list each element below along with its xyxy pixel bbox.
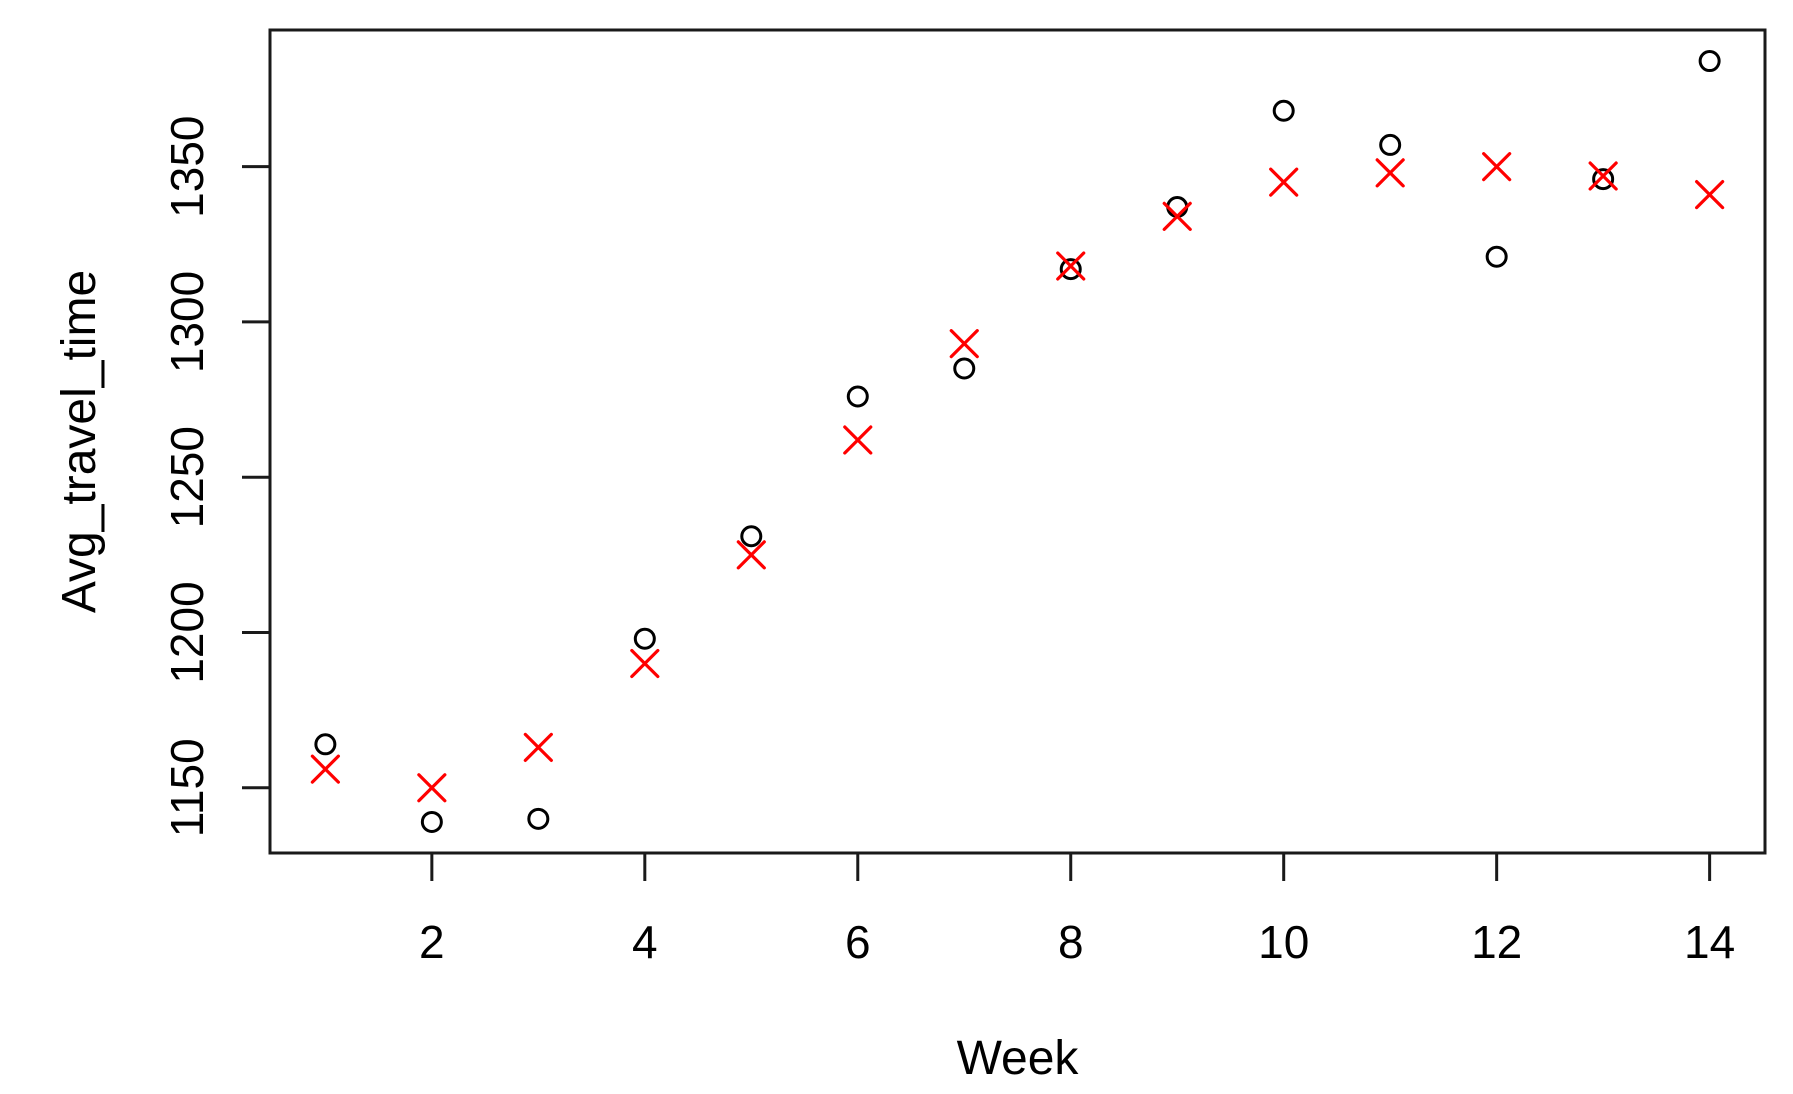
data-point-x [1162,201,1192,231]
x-tick-label: 4 [632,916,658,968]
y-tick-label: 1300 [161,271,213,373]
data-point-circle [1166,196,1189,219]
data-point-circle [314,733,337,756]
data-point-x [523,732,553,763]
data-point-circle [740,525,763,548]
y-tick-label: 1200 [161,581,213,683]
data-point-x [1482,152,1512,182]
x-tick-label: 14 [1684,916,1735,968]
data-point-circle [1698,50,1721,73]
data-point-circle [1059,258,1082,281]
data-point-x [736,540,766,570]
plot-frame [268,28,1767,855]
x-tick-label: 8 [1058,916,1084,968]
y-tick-label: 1150 [161,738,213,837]
data-point-circle [846,385,869,408]
x-tick-label: 2 [419,916,445,968]
data-point-x [417,773,447,803]
data-point-circle [527,807,550,830]
data-point-circle [420,810,443,833]
x-axis-title: Week [957,1032,1080,1085]
y-tick-label: 1250 [161,426,213,528]
x-tick-label: 10 [1258,916,1309,968]
data-point-x [949,329,979,359]
data-point-x [1588,161,1618,191]
x-tick-label: 6 [845,916,871,968]
data-point-x [1375,158,1405,188]
data-point-x [1269,167,1299,197]
data-point-x [1056,251,1086,281]
data-point-x [843,425,873,455]
x-tick-label: 12 [1471,916,1522,968]
data-point-circle [1272,99,1295,122]
y-axis-title: Avg_travel_time [53,270,106,613]
data-point-circle [633,627,656,650]
data-point-circle [953,357,976,380]
data-point-circle [1592,168,1615,191]
data-point-circle [1379,133,1402,156]
data-point-x [310,754,340,784]
data-point-x [630,648,660,679]
data-point-x [1695,180,1725,210]
y-tick-label: 1350 [161,115,213,217]
data-point-circle [1485,245,1508,268]
